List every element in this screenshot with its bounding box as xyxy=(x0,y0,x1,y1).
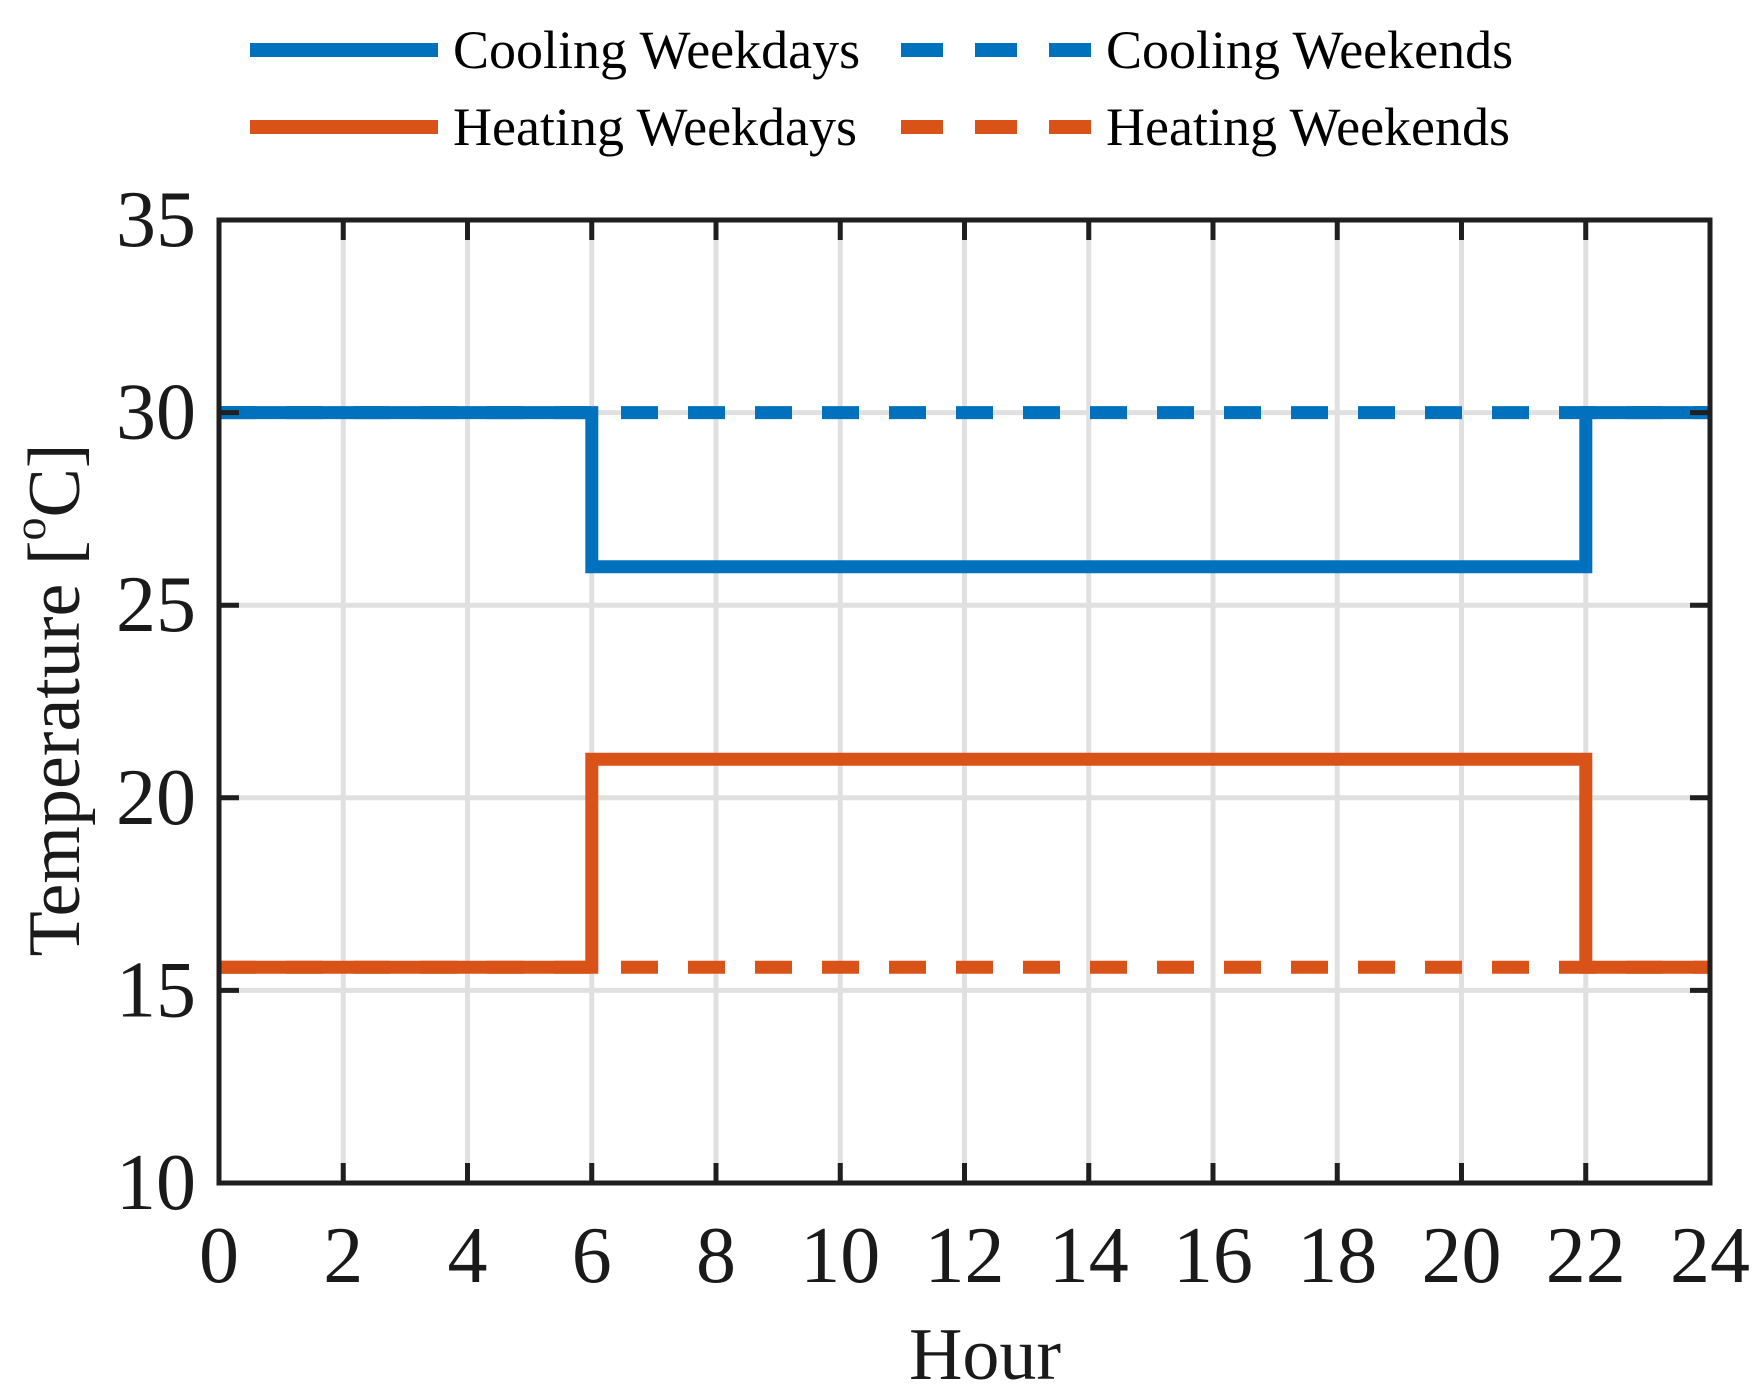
x-tick-label-22: 22 xyxy=(1546,1212,1626,1300)
legend-label-cooling-weekends: Cooling Weekends xyxy=(1106,20,1514,80)
legend-item-cooling-weekends: Cooling Weekends xyxy=(901,18,1513,82)
legend-swatch-dashed-orange xyxy=(901,120,1091,134)
x-tick-label-20: 20 xyxy=(1422,1212,1502,1300)
x-tick-label-2: 2 xyxy=(323,1212,363,1300)
y-tick-label-20: 20 xyxy=(116,754,196,842)
legend-swatch-dashed-blue xyxy=(901,43,1091,57)
y-tick-label-10: 10 xyxy=(116,1139,196,1227)
legend-item-heating-weekends: Heating Weekends xyxy=(901,95,1510,159)
legend-item-heating-weekdays: Heating Weekdays xyxy=(250,95,857,159)
y-tick-label-25: 25 xyxy=(116,561,196,649)
legend-swatch-solid-orange xyxy=(250,120,438,134)
x-tick-label-24: 24 xyxy=(1670,1212,1750,1300)
series-cooling-weekdays xyxy=(219,406,1710,574)
y-axis-label: Temperature [oC] xyxy=(4,444,97,957)
x-axis-label: Hour xyxy=(909,1314,1061,1396)
x-tick-label-18: 18 xyxy=(1297,1212,1377,1300)
legend-label-heating-weekends: Heating Weekends xyxy=(1106,97,1511,157)
x-tick-label-16: 16 xyxy=(1173,1212,1253,1300)
y-tick-label-30: 30 xyxy=(116,369,196,457)
x-tick-label-4: 4 xyxy=(448,1212,488,1300)
legend-label-cooling-weekdays: Cooling Weekdays xyxy=(453,20,861,80)
x-tick-label-8: 8 xyxy=(696,1212,736,1300)
legend-swatch-solid-blue xyxy=(250,43,438,57)
x-tick-label-12: 12 xyxy=(925,1212,1005,1300)
y-tick-label-15: 15 xyxy=(116,946,196,1034)
x-tick-label-6: 6 xyxy=(572,1212,612,1300)
x-tick-label-14: 14 xyxy=(1049,1212,1129,1300)
legend-label-heating-weekdays: Heating Weekdays xyxy=(453,97,858,157)
y-tick-label-35: 35 xyxy=(116,176,196,264)
legend-item-cooling-weekdays: Cooling Weekdays xyxy=(250,18,860,82)
x-tick-label-10: 10 xyxy=(800,1212,880,1300)
x-tick-label-0: 0 xyxy=(199,1212,239,1300)
series-heating-weekdays xyxy=(219,752,1710,974)
